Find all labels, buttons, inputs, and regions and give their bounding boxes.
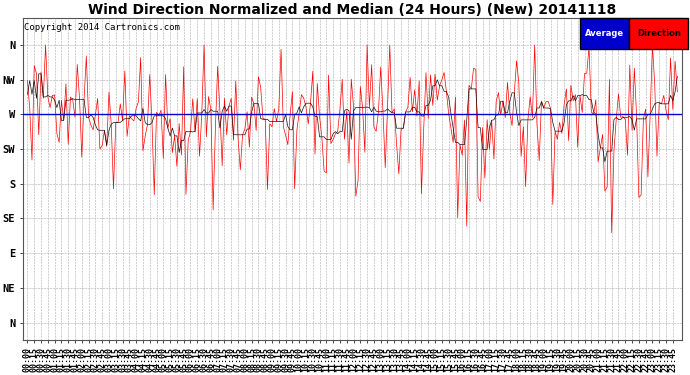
FancyBboxPatch shape — [580, 18, 629, 48]
Text: Average: Average — [585, 29, 624, 38]
Title: Wind Direction Normalized and Median (24 Hours) (New) 20141118: Wind Direction Normalized and Median (24… — [88, 3, 617, 17]
Text: Direction: Direction — [637, 29, 681, 38]
Text: Copyright 2014 Cartronics.com: Copyright 2014 Cartronics.com — [23, 23, 179, 32]
FancyBboxPatch shape — [629, 18, 689, 48]
